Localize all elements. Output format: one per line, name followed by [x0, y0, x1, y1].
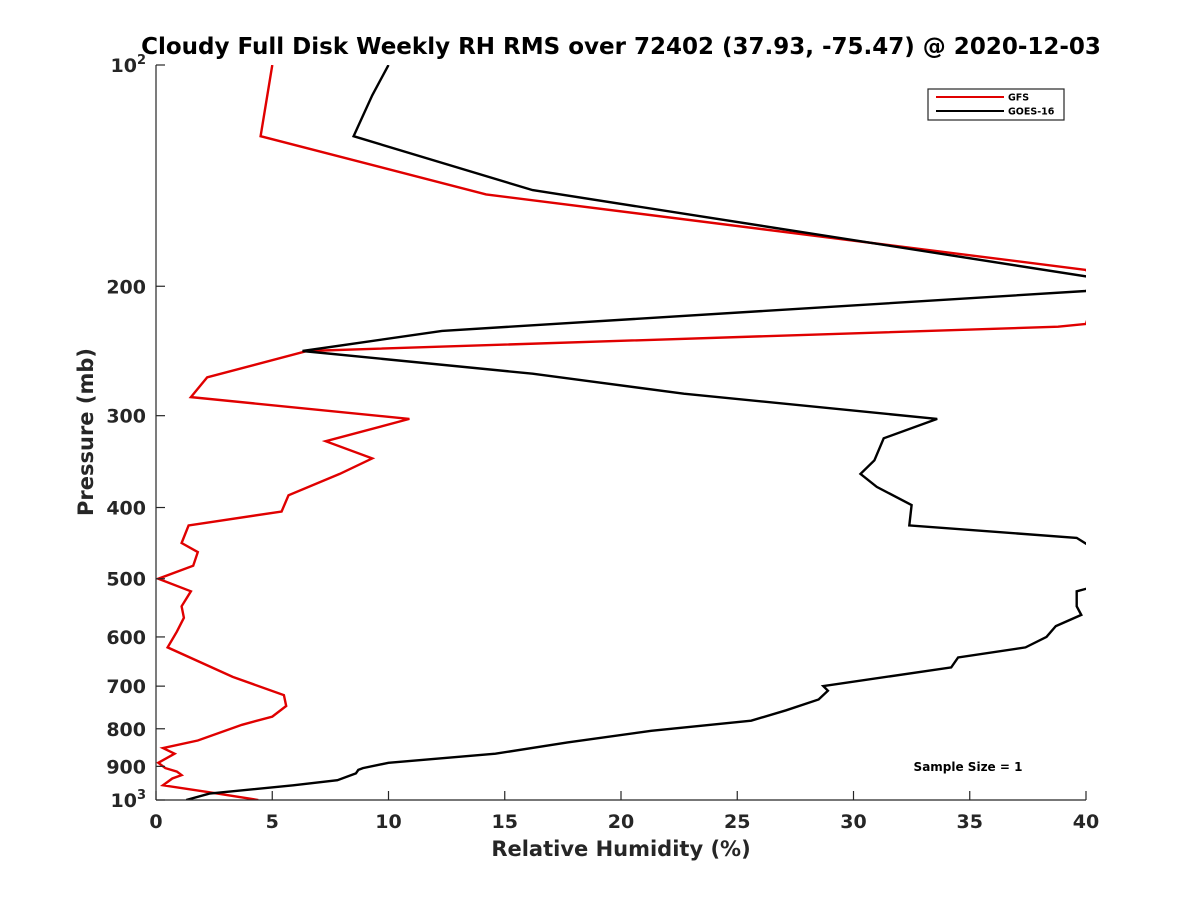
- y-tick-label: 600: [106, 627, 146, 649]
- plot-area: [156, 65, 1086, 800]
- x-tick-label: 20: [608, 811, 634, 833]
- y-tick-label: 103: [111, 788, 147, 812]
- x-ticks: 0 5 10 15 20 25 30 35 40: [149, 791, 1099, 833]
- sample-size-annotation: Sample Size = 1: [914, 760, 1023, 774]
- legend-label-gfs: GFS: [1008, 93, 1029, 104]
- y-tick-label: 200: [106, 276, 146, 298]
- y-tick-label: 102: [111, 53, 147, 77]
- legend: GFS GOES-16: [927, 88, 1065, 121]
- x-axis-label: Relative Humidity (%): [491, 837, 750, 861]
- x-tick-label: 30: [840, 811, 866, 833]
- y-tick-label: 400: [106, 498, 146, 520]
- x-tick-label: 25: [724, 811, 750, 833]
- y-tick-label: 300: [106, 406, 146, 428]
- series-layer: [156, 65, 1086, 800]
- y-ticks: 102 200 300 400 500 600 700 800 900 103: [106, 53, 165, 812]
- x-tick-label: 40: [1073, 811, 1099, 833]
- x-tick-label: 0: [149, 811, 162, 833]
- x-tick-label: 5: [266, 811, 279, 833]
- legend-box: [927, 88, 1065, 121]
- y-axis-label: Pressure (mb): [74, 348, 98, 516]
- y-tick-label: 900: [106, 756, 146, 778]
- x-tick-label: 15: [492, 811, 518, 833]
- series-line-goes-16: [185, 65, 1086, 800]
- y-tick-label: 800: [106, 719, 146, 741]
- y-tick-label: 700: [106, 676, 146, 698]
- y-tick-label: 500: [106, 569, 146, 591]
- chart-title: Cloudy Full Disk Weekly RH RMS over 7240…: [141, 34, 1101, 60]
- x-tick-label: 35: [957, 811, 983, 833]
- x-tick-label: 10: [375, 811, 401, 833]
- legend-label-goes-16: GOES-16: [1008, 107, 1055, 118]
- series-line-gfs: [156, 65, 1086, 800]
